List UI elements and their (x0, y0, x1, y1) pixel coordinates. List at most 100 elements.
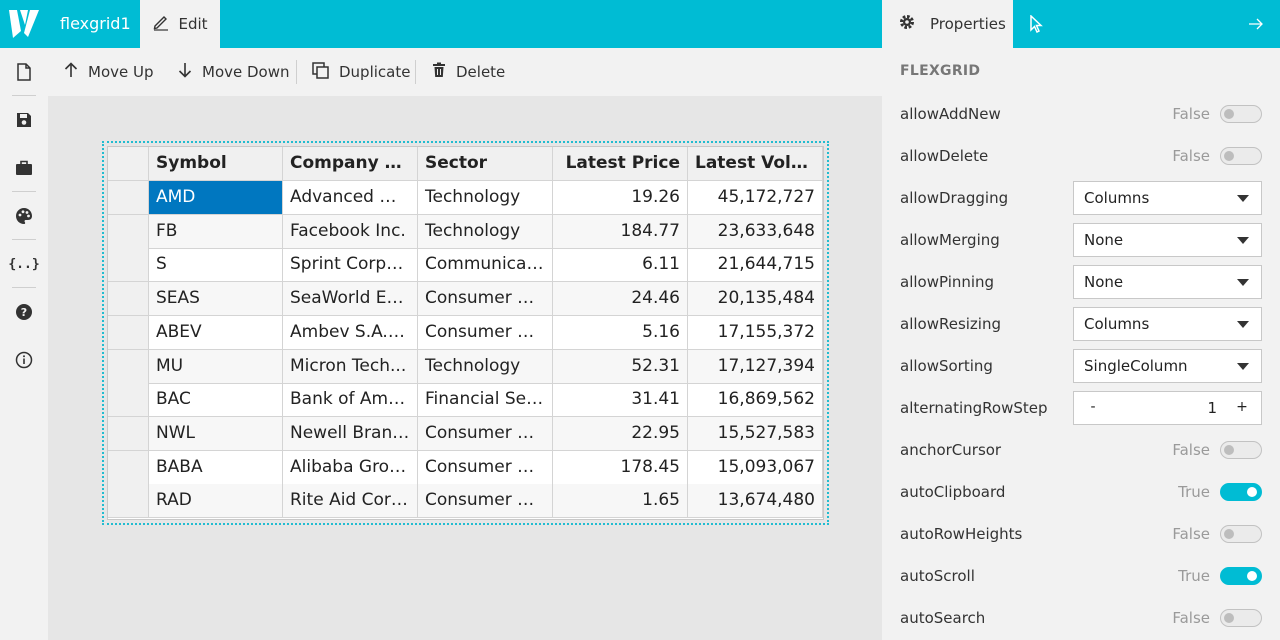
grid-cell[interactable]: MU (149, 349, 283, 384)
arrow-right-icon[interactable] (1244, 12, 1268, 36)
property-dropdown[interactable]: None (1073, 223, 1262, 257)
palette-icon[interactable] (12, 204, 36, 228)
row-header[interactable] (108, 383, 149, 418)
row-header[interactable] (108, 450, 149, 485)
grid-cell[interactable]: 15,527,583 (688, 416, 823, 451)
briefcase-icon[interactable] (12, 156, 36, 180)
grid-cell[interactable]: 31.41 (553, 383, 688, 418)
grid-cell[interactable]: 5.16 (553, 315, 688, 350)
grid-cell[interactable]: Newell Brand... (283, 416, 418, 451)
grid-cell[interactable]: Financial Ser... (418, 383, 553, 418)
grid-cell[interactable]: Rite Aid Corp... (283, 484, 418, 519)
grid-cell[interactable]: Technology (418, 349, 553, 384)
grid-cell[interactable]: Consumer D... (418, 484, 553, 519)
column-header[interactable]: Latest Price (553, 147, 688, 181)
grid-cell[interactable]: Alibaba Grou... (283, 450, 418, 485)
increment-button[interactable]: + (1236, 399, 1248, 415)
grid-cell[interactable]: 178.45 (553, 450, 688, 485)
caret-down-icon (1237, 363, 1249, 370)
grid-cell[interactable]: BABA (149, 450, 283, 485)
grid-cell[interactable]: S (149, 248, 283, 283)
duplicate-button[interactable]: Duplicate (312, 48, 410, 96)
grid-cell[interactable]: 17,127,394 (688, 349, 823, 384)
grid-top-left-cell[interactable] (108, 147, 149, 181)
grid-cell[interactable]: 13,674,480 (688, 484, 823, 519)
grid-cell[interactable]: Micron Tech... (283, 349, 418, 384)
grid-cell[interactable]: 184.77 (553, 214, 688, 249)
row-header[interactable] (108, 248, 149, 283)
grid-cell[interactable]: Consumer D... (418, 416, 553, 451)
toggle-switch[interactable] (1220, 147, 1262, 165)
grid-cell[interactable]: 24.46 (553, 282, 688, 317)
column-header[interactable]: Symbol (149, 147, 283, 181)
grid-cell[interactable]: Ambev S.A. A... (283, 315, 418, 350)
pointer-icon[interactable] (1024, 12, 1048, 36)
grid-cell[interactable]: Bank of Ame... (283, 383, 418, 418)
grid-cell[interactable]: 22.95 (553, 416, 688, 451)
property-dropdown[interactable]: Columns (1073, 181, 1262, 215)
number-stepper: - 1 + (1073, 391, 1262, 425)
grid-cell[interactable]: ABEV (149, 315, 283, 350)
info-icon[interactable] (12, 348, 36, 372)
toggle-switch[interactable] (1220, 567, 1262, 585)
column-header[interactable]: Sector (418, 147, 553, 181)
grid-cell[interactable]: 52.31 (553, 349, 688, 384)
decrement-button[interactable]: - (1090, 399, 1096, 415)
grid-cell[interactable]: 21,644,715 (688, 248, 823, 283)
grid-cell[interactable]: SEAS (149, 282, 283, 317)
grid-cell[interactable]: Communicati... (418, 248, 553, 283)
grid-cell[interactable]: 16,869,562 (688, 383, 823, 418)
tab-edit[interactable]: Edit (140, 0, 220, 48)
stepper-value[interactable]: 1 (1207, 399, 1217, 417)
help-icon[interactable]: ? (12, 300, 36, 324)
code-braces-icon[interactable]: {..} (8, 252, 39, 276)
toggle-switch[interactable] (1220, 525, 1262, 543)
toggle-switch[interactable] (1220, 105, 1262, 123)
grid-cell[interactable]: Sprint Corpo... (283, 248, 418, 283)
property-dropdown[interactable]: None (1073, 265, 1262, 299)
row-header[interactable] (108, 181, 149, 215)
grid-cell[interactable]: RAD (149, 484, 283, 519)
column-header[interactable]: Latest Volu... (688, 147, 823, 181)
toggle-switch[interactable] (1220, 483, 1262, 501)
grid-cell[interactable]: 15,093,067 (688, 450, 823, 485)
row-header[interactable] (108, 416, 149, 451)
move-up-button[interactable]: Move Up (64, 48, 154, 96)
column-header[interactable]: Company N... (283, 147, 418, 181)
grid-cell[interactable]: 20,135,484 (688, 282, 823, 317)
row-header[interactable] (108, 349, 149, 384)
row-header[interactable] (108, 282, 149, 317)
grid-cell[interactable]: 17,155,372 (688, 315, 823, 350)
flexgrid-selection-frame[interactable]: Symbol Company N... Sector Latest Price Late… (102, 141, 829, 525)
grid-cell[interactable]: Technology (418, 181, 553, 215)
grid-cell[interactable]: 45,172,727 (688, 181, 823, 215)
grid-cell[interactable]: SeaWorld Ent... (283, 282, 418, 317)
row-header[interactable] (108, 315, 149, 350)
grid-cell[interactable]: FB (149, 214, 283, 249)
grid-cell[interactable]: Technology (418, 214, 553, 249)
row-header[interactable] (108, 484, 149, 519)
grid-cell[interactable]: BAC (149, 383, 283, 418)
toggle-switch[interactable] (1220, 441, 1262, 459)
toggle-switch[interactable] (1220, 609, 1262, 627)
delete-button[interactable]: Delete (432, 48, 505, 96)
flexgrid[interactable]: Symbol Company N... Sector Latest Price Late… (107, 146, 824, 520)
save-icon[interactable] (12, 108, 36, 132)
grid-cell[interactable]: Consumer Cy... (418, 282, 553, 317)
grid-cell[interactable]: NWL (149, 416, 283, 451)
grid-cell[interactable]: 23,633,648 (688, 214, 823, 249)
new-file-icon[interactable] (12, 60, 36, 84)
grid-cell[interactable]: Facebook Inc. (283, 214, 418, 249)
grid-cell[interactable]: Consumer D... (418, 315, 553, 350)
grid-cell-selected[interactable]: AMD (149, 181, 283, 215)
grid-cell[interactable]: Advanced Mi... (283, 181, 418, 215)
grid-cell[interactable]: 19.26 (553, 181, 688, 215)
grid-cell[interactable]: 6.11 (553, 248, 688, 283)
row-header[interactable] (108, 214, 149, 249)
tab-properties[interactable]: Properties (882, 0, 1013, 48)
property-dropdown[interactable]: Columns (1073, 307, 1262, 341)
grid-cell[interactable]: Consumer Cy... (418, 450, 553, 485)
property-dropdown[interactable]: SingleColumn (1073, 349, 1262, 383)
move-down-button[interactable]: Move Down (178, 48, 290, 96)
grid-cell[interactable]: 1.65 (553, 484, 688, 519)
